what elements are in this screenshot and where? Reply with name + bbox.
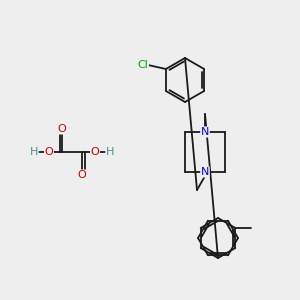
- Text: H: H: [30, 147, 38, 157]
- Text: H: H: [106, 147, 114, 157]
- Text: N: N: [201, 127, 209, 137]
- Text: N: N: [201, 167, 209, 177]
- Text: O: O: [78, 170, 86, 180]
- Text: O: O: [91, 147, 99, 157]
- Text: Cl: Cl: [137, 60, 148, 70]
- Text: O: O: [45, 147, 53, 157]
- Text: O: O: [58, 124, 66, 134]
